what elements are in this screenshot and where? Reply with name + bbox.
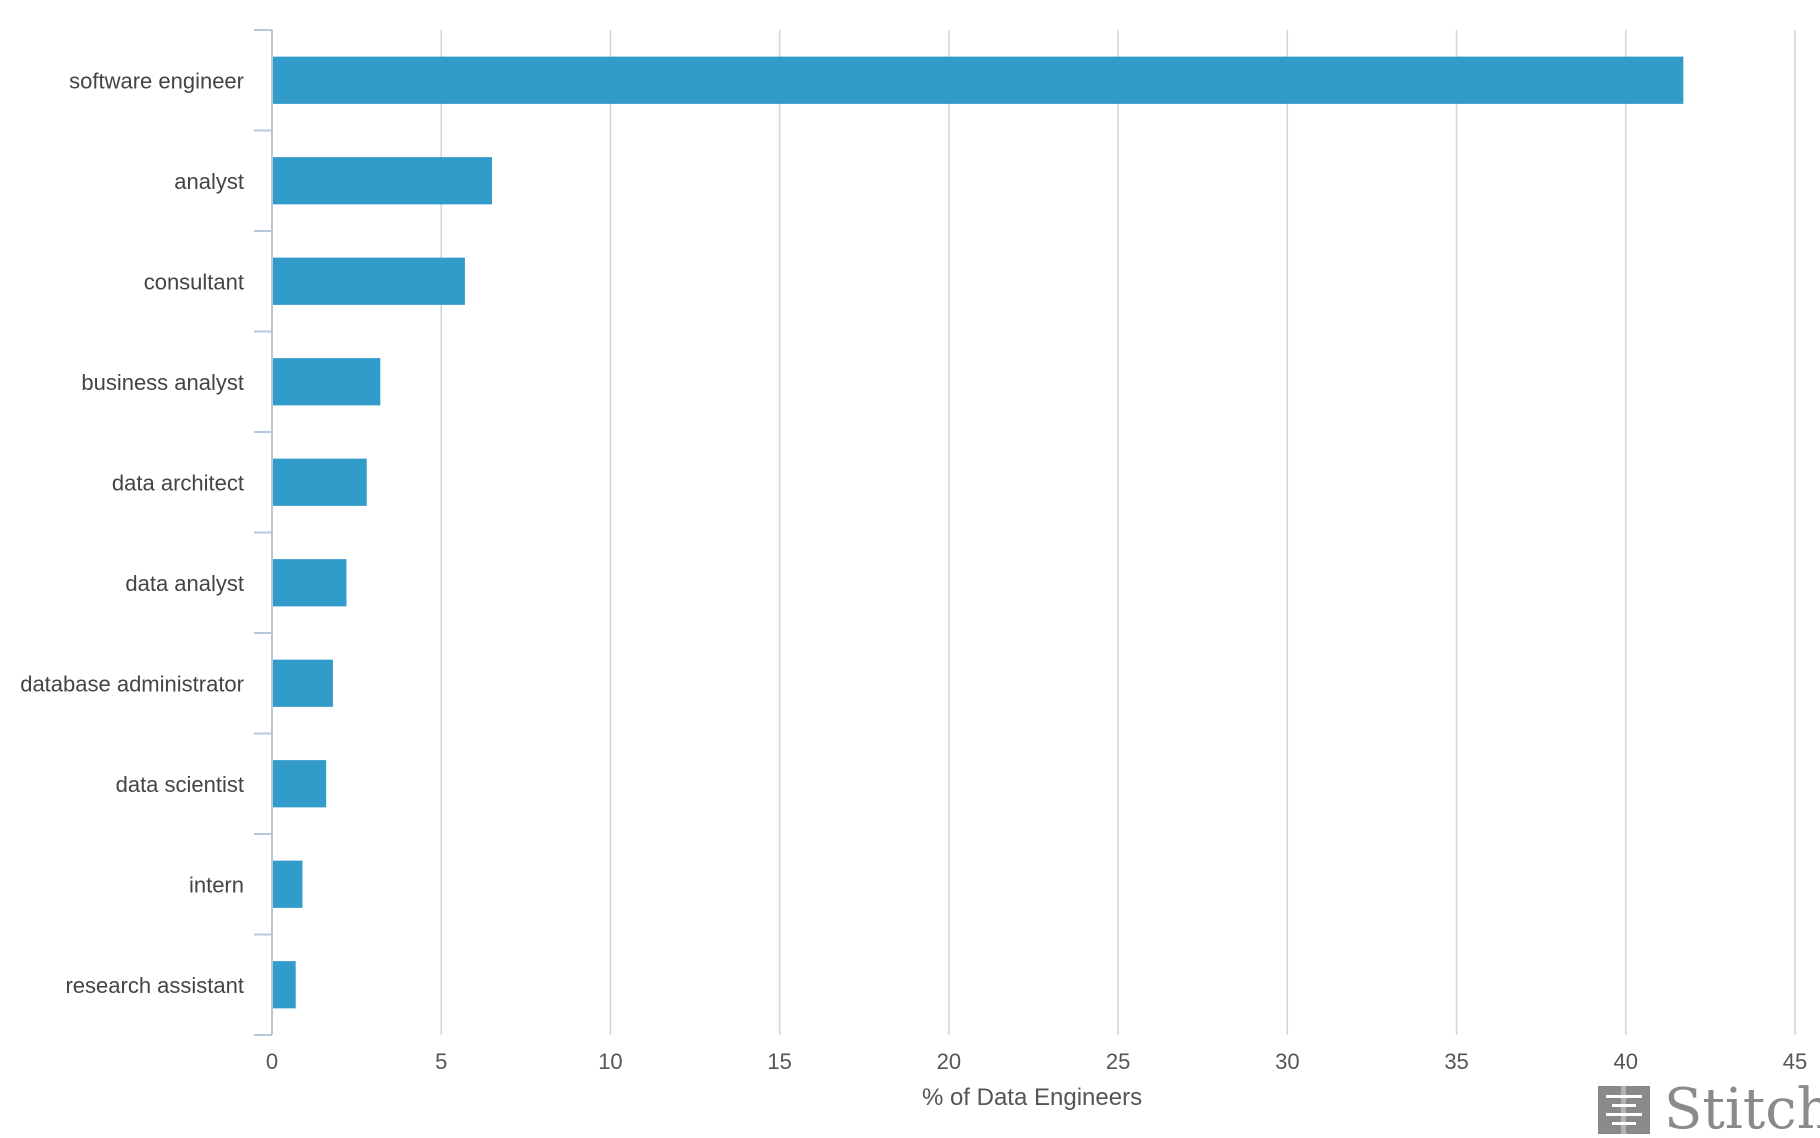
- bar: [272, 257, 465, 305]
- category-labels: software engineer analyst consultant busine…: [20, 68, 244, 998]
- x-tick-label: 40: [1614, 1049, 1638, 1074]
- stitch-logo-icon: [1598, 1086, 1650, 1134]
- x-tick-label: 10: [598, 1049, 622, 1074]
- x-tick-label: 35: [1444, 1049, 1468, 1074]
- bar: [272, 358, 381, 406]
- category-label: data analyst: [125, 571, 244, 596]
- bars: [272, 56, 1684, 1009]
- category-label: analyst: [174, 169, 244, 194]
- bar: [272, 559, 347, 607]
- category-label: database administrator: [20, 671, 244, 696]
- x-tick-label: 25: [1106, 1049, 1130, 1074]
- bar: [272, 659, 333, 707]
- x-tick-labels: 0 5 10 15 20 25 30 35 40 45: [266, 1049, 1807, 1074]
- x-axis-title: % of Data Engineers: [922, 1084, 1142, 1111]
- category-label: business analyst: [81, 370, 244, 395]
- category-label: consultant: [144, 269, 244, 294]
- stitch-logo-text: Stitch: [1664, 1077, 1820, 1138]
- category-label: data scientist: [116, 772, 244, 797]
- bar: [272, 157, 492, 205]
- category-label: intern: [189, 872, 244, 897]
- bar: [272, 760, 327, 808]
- y-axis: [254, 29, 273, 1036]
- gridlines: [440, 30, 1796, 1035]
- x-tick-label: 45: [1783, 1049, 1807, 1074]
- bar: [272, 458, 367, 506]
- category-label: research assistant: [65, 973, 244, 998]
- category-label: software engineer: [69, 68, 244, 93]
- x-tick-label: 5: [435, 1049, 447, 1074]
- bar: [272, 961, 296, 1009]
- bar: [272, 860, 303, 908]
- x-tick-label: 15: [767, 1049, 791, 1074]
- x-tick-label: 0: [266, 1049, 278, 1074]
- bar: [272, 56, 1684, 104]
- category-label: data architect: [112, 470, 244, 495]
- x-tick-label: 30: [1275, 1049, 1299, 1074]
- stitch-logo: Stitch: [1598, 1077, 1820, 1138]
- x-tick-label: 20: [937, 1049, 961, 1074]
